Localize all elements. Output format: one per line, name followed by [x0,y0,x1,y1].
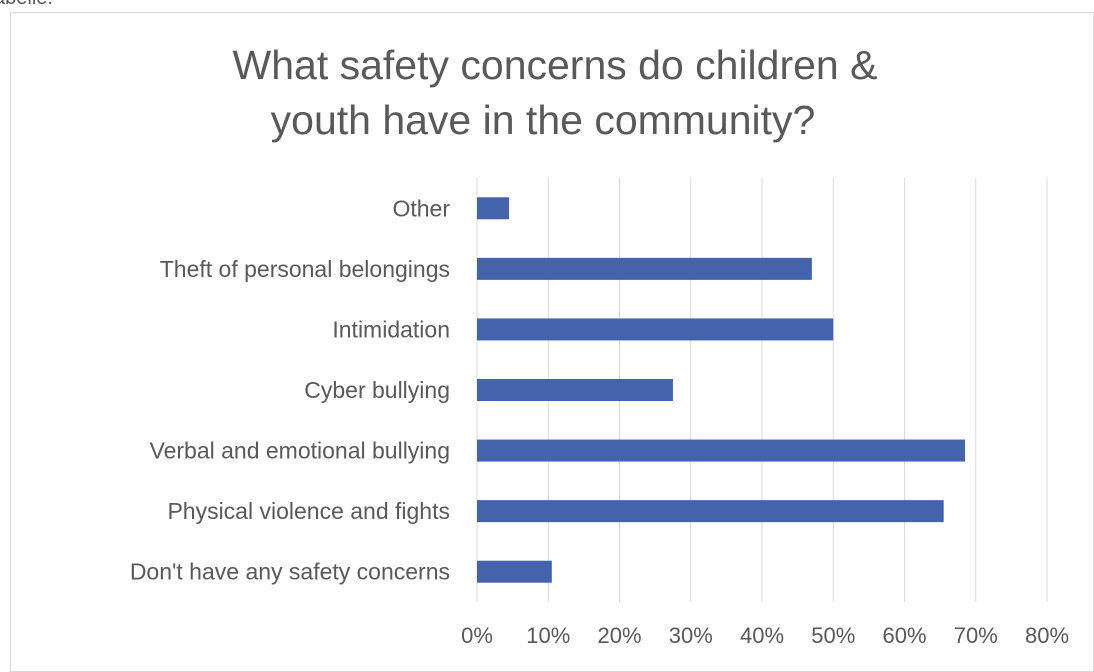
bars [477,197,966,583]
x-tick-label: 60% [882,623,926,648]
top-text-fragment: abelle. [0,0,53,10]
x-tick-label: 0% [461,623,493,648]
category-label: Cyber bullying [304,377,450,403]
category-label: Verbal and emotional bullying [150,438,450,464]
x-axis-tick-labels: 0% 10% 20% 30% 40% 50% 60% 70% 80% [461,623,1069,648]
x-tick-label: 80% [1025,623,1069,648]
category-label: Theft of personal belongings [160,256,450,282]
x-tick-label: 30% [669,623,713,648]
bar [477,560,552,583]
category-label: Other [392,195,450,221]
category-label: Physical violence and fights [167,498,450,524]
chart-frame [10,12,1094,672]
chart-title-line-2: youth have in the community? [271,97,816,143]
category-labels: Other Theft of personal belongings Intimid… [130,195,451,584]
x-tick-label: 40% [740,623,784,648]
x-tick-label: 20% [597,623,641,648]
bar [477,379,673,401]
chart-title: What safety concerns do children & youth… [233,42,878,143]
bar [477,500,944,523]
x-tick-label: 10% [526,623,570,648]
bar [477,197,510,220]
x-tick-label: 70% [954,623,998,648]
bar [477,318,834,341]
category-label: Intimidation [332,316,450,342]
x-tick-label: 50% [811,623,855,648]
category-label: Don't have any safety concerns [130,559,450,585]
bar [477,257,812,280]
chart-title-line-1: What safety concerns do children & [233,42,878,88]
bar [477,439,966,462]
